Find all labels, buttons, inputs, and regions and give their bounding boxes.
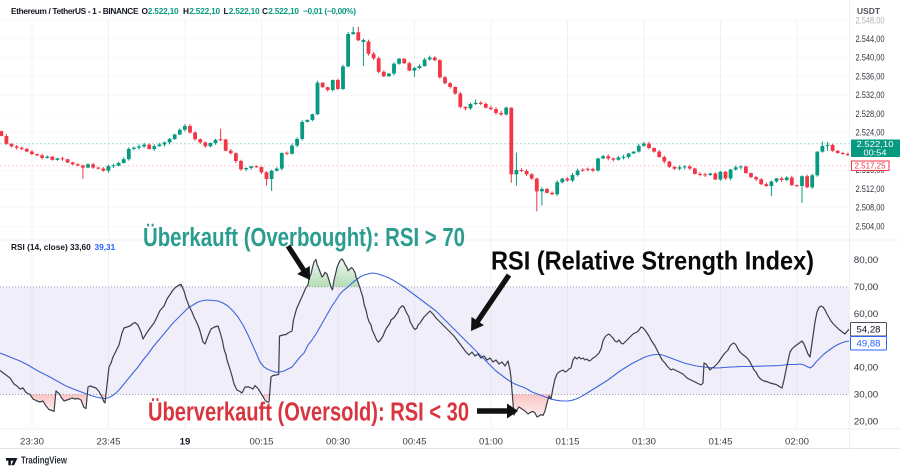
svg-text:19: 19	[180, 437, 191, 448]
svg-text:C: C	[262, 6, 268, 16]
svg-text:00:15: 00:15	[249, 437, 273, 448]
svg-text:Überkauft (Overbought): RSI >: Überkauft (Overbought): RSI > 70	[143, 223, 465, 252]
svg-text:02:00: 02:00	[785, 437, 809, 448]
svg-text:54,28: 54,28	[857, 325, 881, 335]
svg-text:30,00: 30,00	[854, 390, 879, 400]
svg-text:23:45: 23:45	[96, 437, 120, 448]
svg-text:2.517,25: 2.517,25	[855, 161, 886, 171]
svg-text:2.536,00: 2.536,00	[856, 72, 885, 82]
svg-text:00:30: 00:30	[326, 437, 350, 448]
svg-text:2.524,00: 2.524,00	[856, 128, 885, 138]
svg-text:01:00: 01:00	[479, 437, 503, 448]
svg-text:2.532,00: 2.532,00	[856, 90, 885, 100]
svg-text:L: L	[224, 6, 229, 16]
svg-text:23:30: 23:30	[20, 437, 44, 448]
svg-text:33,60: 33,60	[70, 242, 91, 252]
svg-text:2.512,00: 2.512,00	[856, 184, 885, 194]
svg-text:00:54: 00:54	[864, 148, 887, 158]
svg-text:2.522,10: 2.522,10	[189, 6, 220, 16]
svg-text:2.540,00: 2.540,00	[856, 53, 885, 63]
svg-text:RSI (Relative Strength Index): RSI (Relative Strength Index)	[491, 246, 814, 276]
svg-text:2.548,00: 2.548,00	[856, 15, 885, 25]
svg-text:Ethereum / TetherUS - 1 - BINA: Ethereum / TetherUS - 1 - BINANCE	[11, 6, 139, 16]
svg-text:70,00: 70,00	[854, 282, 879, 292]
svg-text:00:45: 00:45	[402, 437, 426, 448]
svg-text:40,00: 40,00	[854, 363, 879, 373]
svg-text:Überverkauft (Oversold): RSI <: Überverkauft (Oversold): RSI < 30	[148, 398, 469, 427]
svg-text:2.522,10: 2.522,10	[148, 6, 179, 16]
svg-text:01:30: 01:30	[632, 437, 656, 448]
svg-text:−0,01 (−0,00%): −0,01 (−0,00%)	[303, 6, 356, 16]
svg-text:20,00: 20,00	[854, 416, 879, 426]
svg-text:49,88: 49,88	[857, 339, 881, 349]
svg-text:2.522,10: 2.522,10	[268, 6, 299, 16]
svg-text:2.528,00: 2.528,00	[856, 109, 885, 119]
svg-text:2.544,00: 2.544,00	[856, 34, 885, 44]
svg-text:TradingView: TradingView	[21, 456, 67, 467]
svg-text:01:15: 01:15	[555, 437, 579, 448]
svg-text:2.504,00: 2.504,00	[856, 221, 885, 231]
svg-text:2.522,10: 2.522,10	[857, 139, 894, 149]
svg-text:2.522,10: 2.522,10	[229, 6, 260, 16]
svg-text:RSI (14, close): RSI (14, close)	[11, 242, 68, 252]
svg-text:2.508,00: 2.508,00	[856, 203, 885, 213]
svg-text:O: O	[142, 6, 149, 16]
svg-text:01:45: 01:45	[708, 437, 732, 448]
svg-text:39,31: 39,31	[95, 242, 116, 252]
svg-text:80,00: 80,00	[854, 255, 879, 265]
svg-text:USDT: USDT	[857, 6, 881, 16]
svg-text:H: H	[183, 6, 189, 16]
svg-text:60,00: 60,00	[854, 309, 879, 319]
